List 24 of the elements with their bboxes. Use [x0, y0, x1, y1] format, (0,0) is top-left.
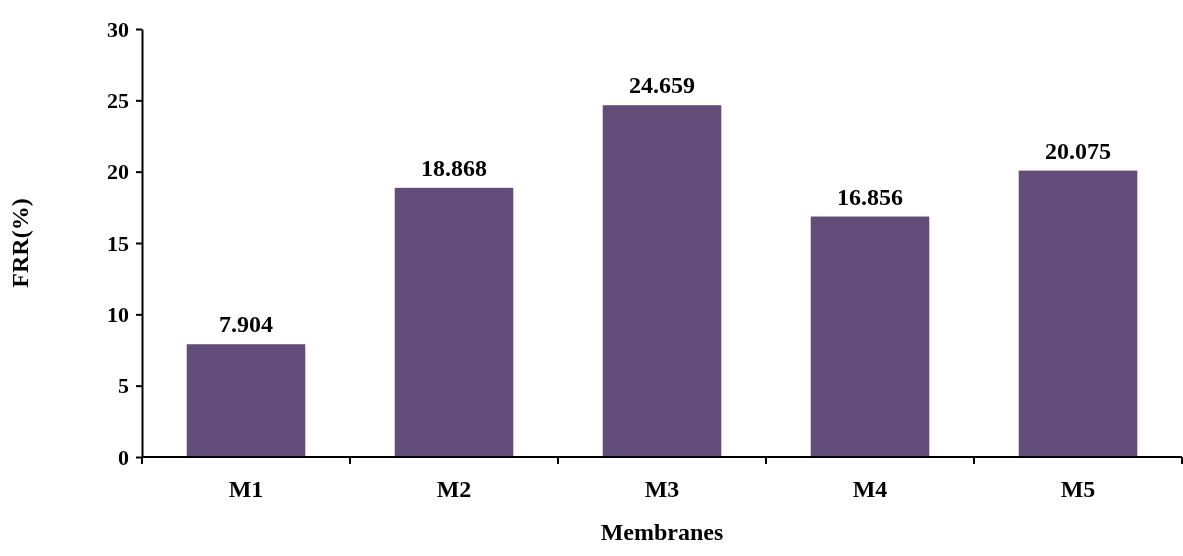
y-axis-title: FRR(%)	[7, 198, 33, 288]
bar	[810, 216, 930, 457]
y-tick-label: 20	[107, 159, 129, 185]
y-tick-label: 0	[118, 444, 129, 470]
data-label: 16.856	[837, 183, 903, 210]
y-tick-label: 5	[118, 373, 129, 399]
y-tick-label: 30	[107, 16, 129, 42]
y-tick-label: 25	[107, 87, 129, 113]
x-tick-label: M3	[644, 476, 680, 502]
bar	[1018, 170, 1138, 457]
data-label: 24.659	[629, 72, 695, 99]
bar	[394, 187, 514, 457]
bar	[602, 105, 722, 457]
y-tick-label: 10	[107, 301, 129, 327]
x-tick-label: M4	[852, 476, 888, 502]
data-label: 20.075	[1045, 137, 1111, 164]
bar	[186, 344, 306, 457]
x-axis-title: Membranes	[600, 519, 724, 545]
x-tick-label: M5	[1060, 476, 1096, 502]
x-tick-label: M2	[436, 476, 472, 502]
data-label: 7.904	[219, 311, 273, 338]
x-tick-label: M1	[228, 476, 264, 502]
y-tick-label: 15	[107, 230, 129, 256]
data-label: 18.868	[421, 154, 487, 181]
